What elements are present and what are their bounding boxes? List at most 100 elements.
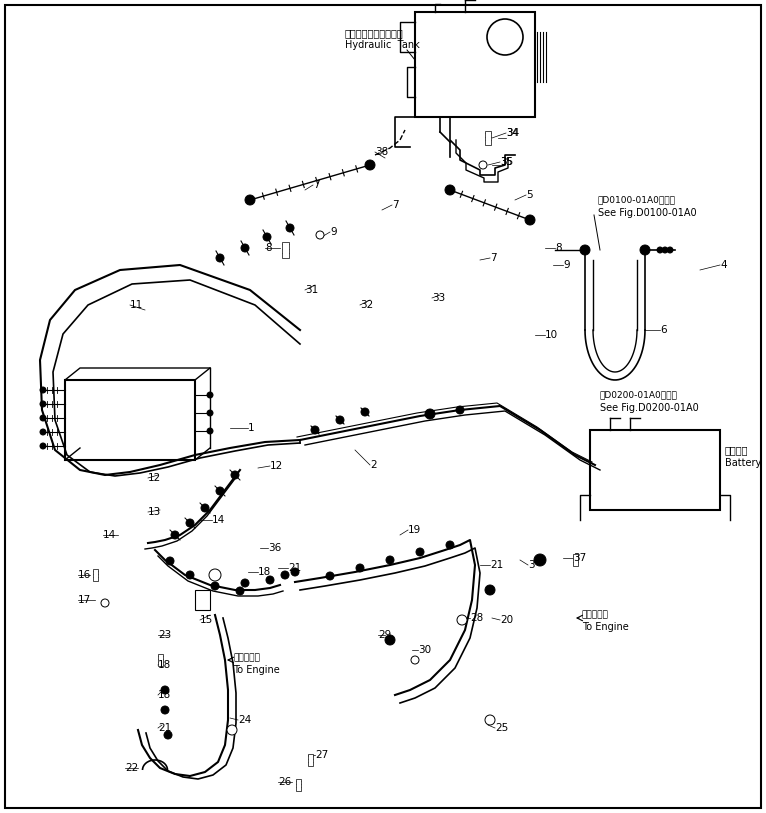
Text: 13: 13 — [148, 507, 162, 517]
Circle shape — [356, 564, 364, 572]
Circle shape — [525, 215, 535, 225]
Bar — [415, 12, 535, 117]
Circle shape — [667, 247, 673, 253]
Circle shape — [361, 408, 369, 416]
Circle shape — [40, 415, 46, 421]
Text: 24: 24 — [238, 715, 251, 725]
Circle shape — [580, 245, 590, 255]
Circle shape — [166, 557, 174, 565]
Circle shape — [164, 731, 172, 739]
Bar — [590, 430, 720, 510]
Circle shape — [186, 571, 194, 579]
Circle shape — [263, 233, 271, 241]
Text: 2: 2 — [370, 460, 377, 470]
Text: 30: 30 — [418, 645, 431, 655]
Text: See Fig.D0100-01A0: See Fig.D0100-01A0 — [598, 208, 696, 218]
Text: 20: 20 — [500, 615, 513, 625]
Text: 1: 1 — [248, 423, 254, 433]
Text: 3: 3 — [528, 560, 535, 570]
Text: 35: 35 — [500, 157, 512, 167]
Circle shape — [236, 587, 244, 595]
Circle shape — [40, 401, 46, 407]
Circle shape — [456, 406, 464, 414]
Text: 35: 35 — [500, 157, 513, 167]
Text: 9: 9 — [330, 227, 336, 237]
Circle shape — [40, 443, 46, 449]
Text: 9: 9 — [563, 260, 570, 270]
Circle shape — [291, 568, 299, 576]
Text: ハイドロリックタンク: ハイドロリックタンク — [345, 28, 404, 38]
Circle shape — [534, 554, 546, 566]
Circle shape — [662, 247, 668, 253]
Text: 37: 37 — [573, 553, 586, 563]
Text: 4: 4 — [720, 260, 727, 270]
Circle shape — [40, 429, 46, 435]
Text: See Fig.D0200-01A0: See Fig.D0200-01A0 — [600, 403, 699, 413]
Text: 29: 29 — [378, 630, 391, 640]
Text: 12: 12 — [270, 461, 283, 471]
Text: 12: 12 — [148, 473, 162, 483]
Text: バッテリ: バッテリ — [725, 445, 748, 455]
Circle shape — [425, 409, 435, 419]
Circle shape — [40, 387, 46, 393]
Text: 8: 8 — [555, 243, 561, 253]
Circle shape — [416, 548, 424, 556]
Bar — [307, 754, 313, 766]
Circle shape — [245, 195, 255, 205]
Circle shape — [211, 582, 219, 590]
Circle shape — [227, 725, 237, 735]
Text: 7: 7 — [490, 253, 496, 263]
Bar — [65, 380, 195, 460]
Circle shape — [286, 224, 294, 232]
Bar — [296, 779, 300, 791]
Text: 27: 27 — [315, 750, 329, 760]
Text: 15: 15 — [200, 615, 213, 625]
Text: 32: 32 — [360, 300, 373, 310]
Text: 第D0100-01A0図参照: 第D0100-01A0図参照 — [598, 195, 676, 204]
Circle shape — [640, 245, 650, 255]
Text: 21: 21 — [158, 723, 172, 733]
Circle shape — [479, 161, 487, 169]
Circle shape — [209, 569, 221, 581]
Text: 31: 31 — [305, 285, 318, 295]
Circle shape — [336, 416, 344, 424]
Text: 18: 18 — [158, 660, 172, 670]
Circle shape — [386, 556, 394, 564]
Text: Battery: Battery — [725, 458, 761, 468]
Text: 22: 22 — [125, 763, 138, 773]
Text: 7: 7 — [313, 180, 319, 190]
Text: 28: 28 — [470, 613, 483, 623]
Text: 23: 23 — [158, 630, 172, 640]
Text: 19: 19 — [408, 525, 421, 535]
Circle shape — [365, 160, 375, 170]
Text: 34: 34 — [506, 128, 519, 138]
Circle shape — [487, 19, 523, 55]
Circle shape — [101, 599, 109, 607]
Text: 11: 11 — [130, 300, 143, 310]
Bar — [158, 654, 162, 666]
Text: エンジンへ: エンジンへ — [582, 610, 609, 619]
Circle shape — [445, 185, 455, 195]
Bar — [572, 554, 578, 566]
Circle shape — [241, 244, 249, 252]
Text: 26: 26 — [278, 777, 291, 787]
Circle shape — [485, 585, 495, 595]
Text: 8: 8 — [265, 243, 272, 253]
Text: 第D0200-01A0図参照: 第D0200-01A0図参照 — [600, 390, 678, 399]
Circle shape — [201, 504, 209, 512]
Bar — [195, 590, 210, 610]
Bar — [93, 569, 97, 581]
Circle shape — [385, 635, 395, 645]
Circle shape — [241, 579, 249, 587]
Circle shape — [161, 706, 169, 714]
Circle shape — [231, 471, 239, 479]
Text: 18: 18 — [258, 567, 271, 577]
Circle shape — [216, 254, 224, 262]
Text: 17: 17 — [78, 595, 91, 605]
Text: To Engine: To Engine — [582, 622, 629, 632]
Text: 21: 21 — [490, 560, 503, 570]
Circle shape — [326, 572, 334, 580]
Circle shape — [266, 576, 274, 584]
Circle shape — [457, 615, 467, 625]
Circle shape — [411, 656, 419, 664]
